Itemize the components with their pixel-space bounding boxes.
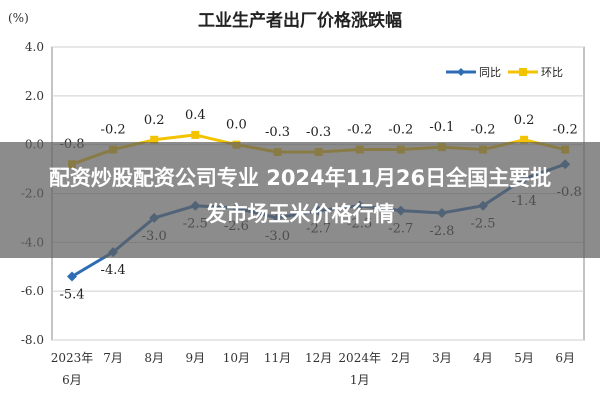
data-label: -0.3 <box>265 125 290 140</box>
x-tick-label: 10月 <box>223 351 250 365</box>
legend-marker <box>519 68 527 76</box>
x-tick-label: 6月 <box>555 351 575 365</box>
y-tick-label: 4.0 <box>25 40 44 54</box>
legend-label: 同比 <box>479 66 501 79</box>
x-tick-label: 8月 <box>144 351 164 365</box>
x-tick-label: 11月 <box>264 351 291 365</box>
data-label: -4.4 <box>101 263 126 278</box>
data-point <box>520 135 529 144</box>
x-tick-label-line2: 1月 <box>350 373 370 387</box>
headline-text[interactable]: 配资炒股配资公司专业 2024年11月26日全国主要批发市场玉米价格行情 <box>48 166 552 226</box>
x-tick-label: 12月 <box>305 351 332 365</box>
chart-title: 工业生产者出厂价格涨跌幅 <box>198 10 402 31</box>
headline-banner[interactable]: 配资炒股配资公司专业 2024年11月26日全国主要批发市场玉米价格行情 <box>0 142 600 258</box>
x-tick-label: 2023年 <box>51 351 94 365</box>
data-point <box>67 271 77 282</box>
legend-marker <box>457 68 465 76</box>
x-tick-label: 5月 <box>514 351 534 365</box>
y-tick-label: -8.0 <box>21 333 44 347</box>
data-label: -0.2 <box>101 123 126 138</box>
x-tick-label-line2: 6月 <box>62 373 82 387</box>
data-label: -0.2 <box>553 123 578 138</box>
x-tick-label: 2024年 <box>338 351 381 365</box>
x-tick-label: 2月 <box>391 351 411 365</box>
data-label: 0.0 <box>226 118 247 133</box>
y-axis-unit: (%) <box>8 11 29 25</box>
data-label: -0.1 <box>429 120 454 135</box>
data-point <box>150 135 159 144</box>
y-tick-label: 2.0 <box>25 89 44 103</box>
x-tick-label: 9月 <box>185 351 205 365</box>
data-label: 0.2 <box>514 113 535 128</box>
x-tick-label: 7月 <box>103 351 123 365</box>
x-tick-label: 4月 <box>473 351 493 365</box>
y-tick-label: -6.0 <box>21 284 44 298</box>
data-label: -0.2 <box>388 123 413 138</box>
data-point <box>191 130 200 139</box>
data-label: 0.4 <box>185 108 206 123</box>
data-label: -0.2 <box>470 123 495 138</box>
data-label: -0.2 <box>347 123 372 138</box>
data-label: 0.2 <box>144 113 165 128</box>
data-label: -0.3 <box>306 125 331 140</box>
legend-label: 环比 <box>541 66 563 79</box>
data-label: -5.4 <box>59 288 84 303</box>
x-tick-label: 3月 <box>432 351 452 365</box>
